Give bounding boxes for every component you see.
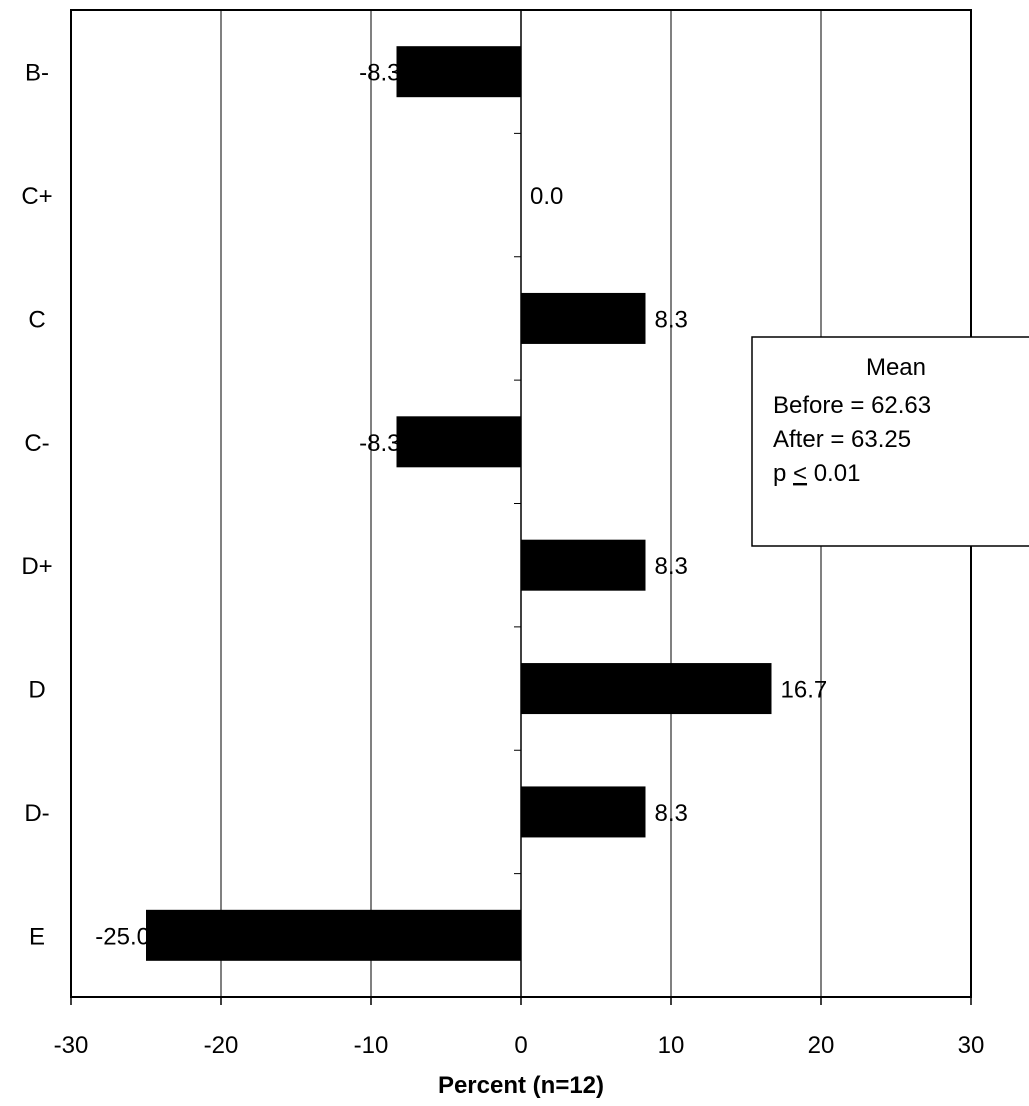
bar — [521, 663, 772, 715]
bar-value-label: -8.3 — [359, 60, 400, 87]
annotation-title: Mean — [866, 354, 926, 381]
annotation-after: After = 63.25 — [773, 426, 911, 453]
bar — [396, 46, 521, 98]
y-category-label: C — [28, 306, 45, 333]
bar-value-label: -8.3 — [359, 430, 400, 457]
x-tick-label: 20 — [808, 1032, 835, 1059]
bar — [396, 416, 521, 468]
y-category-label: D- — [24, 800, 49, 827]
y-category-label: D+ — [21, 553, 52, 580]
axes — [70, 10, 972, 1005]
stats-annotation-box: Mean Before = 62.63 After = 63.25 p < 0.… — [751, 336, 1029, 547]
y-category-label: C- — [24, 430, 49, 457]
bar-value-label: -25.0 — [95, 923, 150, 950]
bar-value-label: 8.3 — [655, 800, 688, 827]
annotation-p-value: p < 0.01 — [773, 460, 860, 487]
annotation-before: Before = 62.63 — [773, 392, 931, 419]
y-category-label: E — [29, 923, 45, 950]
x-tick-label: 0 — [514, 1032, 527, 1059]
y-category-label: C+ — [21, 183, 52, 210]
x-tick-label: -10 — [354, 1032, 389, 1059]
labels: -30 -20 -10 0 10 20 30 B- -8.3 C+ 0.0 C 8.3 C- -8.3 D+ 8… — [21, 60, 984, 1059]
bar-value-label: 8.3 — [655, 553, 688, 580]
annotation-box-frame — [751, 336, 1029, 547]
bar-value-label: 16.7 — [781, 677, 828, 704]
p-value: 0.01 — [807, 460, 860, 487]
y-category-label: D — [28, 677, 45, 704]
p-symbol: < — [793, 460, 807, 487]
x-tick-label: -30 — [54, 1032, 89, 1059]
bar — [521, 292, 646, 344]
bar-value-label: 8.3 — [655, 306, 688, 333]
bar — [521, 539, 646, 591]
bar — [521, 786, 646, 838]
bar — [146, 909, 521, 961]
x-tick-label: 30 — [958, 1032, 985, 1059]
x-axis-title: Percent (n=12) — [438, 1072, 604, 1099]
bars — [146, 46, 772, 961]
x-tick-label: 10 — [658, 1032, 685, 1059]
p-prefix: p — [773, 460, 793, 487]
bar-value-label: 0.0 — [530, 183, 563, 210]
x-tick-label: -20 — [204, 1032, 239, 1059]
y-category-label: B- — [25, 60, 49, 87]
